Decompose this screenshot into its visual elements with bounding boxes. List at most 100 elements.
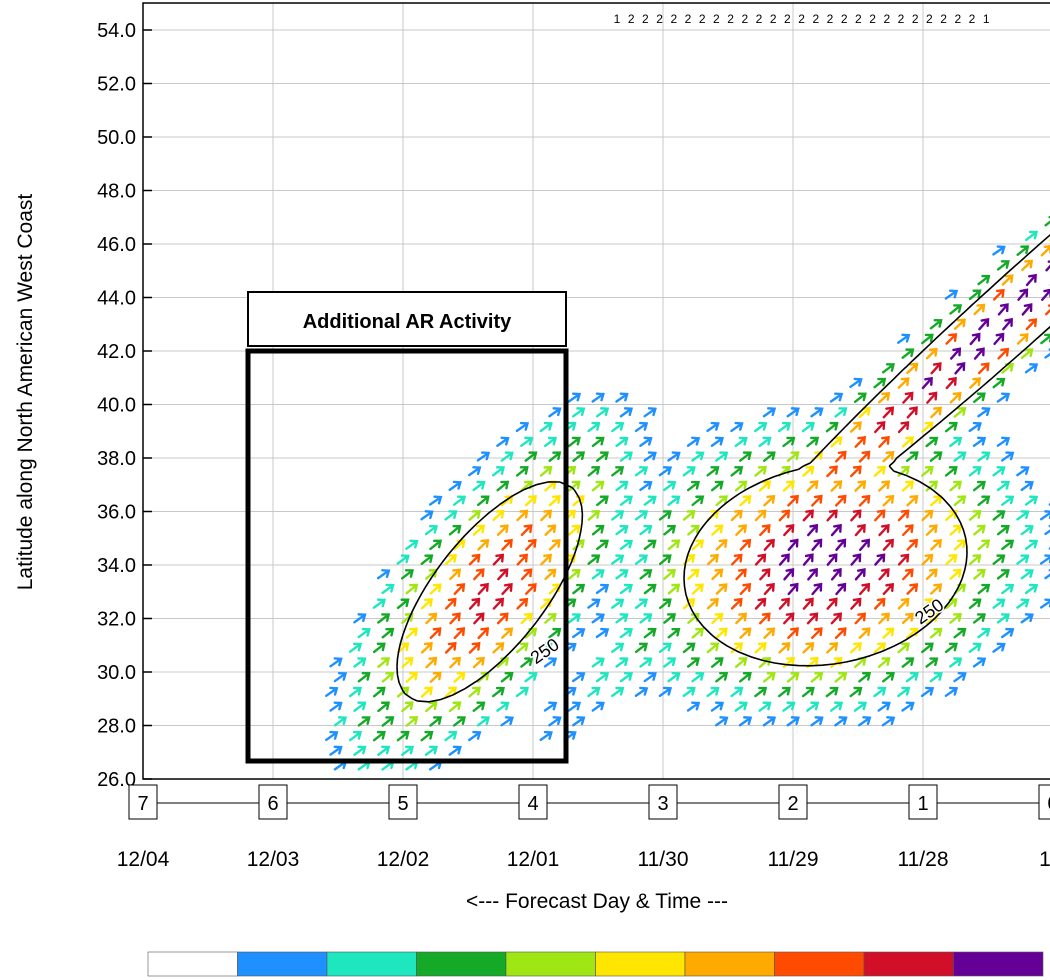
ivt-arrow	[782, 480, 795, 492]
ivt-arrow-glyph	[953, 671, 967, 683]
ivt-arrow	[882, 406, 895, 419]
ivt-arrow-glyph	[929, 495, 943, 507]
forecast-day-label: 1	[917, 793, 928, 815]
colorbar-segment	[505, 951, 596, 977]
ivt-arrow	[810, 671, 824, 683]
ivt-arrow	[710, 436, 725, 447]
ivt-arrow-glyph	[977, 362, 990, 375]
ivt-arrow	[930, 362, 942, 375]
ivt-arrow	[468, 597, 481, 610]
ivt-arrow-glyph	[782, 436, 796, 448]
ivt-arrow	[348, 642, 363, 653]
top-count-label: 2	[727, 12, 734, 26]
ivt-arrow-glyph	[1024, 363, 1039, 374]
ivt-arrow-glyph	[715, 672, 729, 683]
ivt-arrow	[473, 568, 485, 581]
ivt-arrow	[973, 392, 986, 404]
ivt-arrow	[492, 509, 505, 522]
ivt-arrow-glyph	[1021, 259, 1034, 272]
ivt-arrow	[587, 421, 601, 433]
ivt-arrow	[735, 568, 747, 581]
ivt-arrow-glyph	[759, 568, 771, 581]
ivt-arrow-glyph	[968, 289, 982, 301]
ivt-arrow-glyph	[834, 450, 847, 463]
ivt-arrow-glyph	[926, 391, 938, 404]
ivt-arrow	[1024, 363, 1039, 374]
ivt-arrow	[405, 716, 419, 727]
ivt-arrow-glyph	[882, 582, 895, 596]
forecast-day-box	[908, 784, 938, 820]
ivt-arrow-glyph	[873, 377, 887, 389]
ivt-arrow	[968, 642, 982, 653]
ivt-arrow-glyph	[539, 465, 553, 477]
ivt-arrow-glyph	[881, 363, 895, 374]
ivt-arrow-glyph	[377, 745, 391, 757]
ivt-arrow	[850, 553, 862, 566]
ivt-arrow-glyph	[977, 451, 991, 462]
ivt-arrow-glyph	[643, 451, 657, 462]
ivt-arrow	[1024, 230, 1039, 242]
ivt-arrow-glyph	[878, 480, 891, 492]
ivt-arrow-glyph	[1000, 451, 1015, 462]
ivt-arrow-glyph	[997, 347, 1010, 360]
ivt-arrow	[735, 612, 748, 625]
ivt-arrow	[492, 553, 505, 566]
ivt-arrow	[874, 597, 886, 610]
ivt-arrow	[691, 495, 705, 507]
ivt-arrow-glyph	[786, 716, 800, 727]
ivt-arrow	[878, 612, 890, 625]
ivt-arrow-glyph	[444, 641, 457, 654]
ivt-arrow-glyph	[473, 568, 485, 581]
ivt-arrow-glyph	[611, 598, 625, 609]
ivt-arrow	[754, 421, 768, 433]
ivt-arrow	[448, 480, 462, 492]
ivt-arrow-glyph	[1024, 583, 1039, 595]
ivt-arrow	[806, 612, 819, 625]
ivt-arrow-glyph	[859, 538, 871, 551]
ivt-arrow	[643, 451, 657, 462]
ivt-arrow-glyph	[1024, 495, 1039, 506]
ivt-arrow	[658, 686, 673, 698]
ivt-arrow-glyph	[468, 553, 481, 566]
ivt-arrow-glyph	[1001, 274, 1014, 286]
ivt-arrow	[849, 686, 863, 698]
ivt-arrow	[830, 480, 843, 492]
ivt-arrow-glyph	[972, 436, 987, 447]
ivt-arrow	[468, 553, 481, 566]
ivt-arrow	[850, 509, 862, 522]
ivt-arrow	[1044, 569, 1050, 580]
ivt-arrow-glyph	[977, 495, 991, 507]
ivt-arrow	[420, 642, 433, 654]
ivt-arrow-glyph	[734, 701, 748, 712]
ivt-arrow-glyph	[968, 642, 982, 653]
ivt-arrow-glyph	[453, 583, 466, 595]
ivt-arrow-glyph	[849, 377, 863, 389]
ivt-arrow	[782, 436, 796, 448]
ivt-arrow-glyph	[782, 701, 796, 712]
ivt-arrow	[372, 642, 386, 654]
ivt-arrow-glyph	[735, 524, 748, 536]
ivt-arrow	[353, 657, 367, 668]
ivt-arrow	[858, 450, 871, 463]
ivt-arrow-glyph	[524, 495, 538, 507]
ivt-arrow	[925, 524, 938, 536]
ivt-arrow	[715, 627, 728, 639]
ivt-arrow	[429, 671, 442, 683]
ivt-arrow	[377, 613, 391, 624]
ivt-arrow	[829, 701, 844, 712]
ivt-arrow-glyph	[1020, 613, 1034, 624]
top-count-label: 2	[770, 12, 777, 26]
top-count-label: 2	[642, 12, 649, 26]
ivt-arrow-glyph	[353, 745, 367, 756]
ivt-arrow	[405, 539, 419, 550]
ivt-arrow	[615, 480, 629, 492]
top-count-label: 2	[841, 12, 848, 26]
ivt-arrow	[905, 451, 919, 462]
ivt-arrow-glyph	[782, 480, 795, 492]
ivt-arrow-glyph	[405, 583, 419, 595]
ivt-arrow	[953, 495, 967, 507]
ivt-arrow	[372, 730, 386, 742]
ivt-arrow-glyph	[571, 716, 586, 727]
ivt-arrow-glyph	[1017, 288, 1029, 301]
date-tick-label: 12/03	[247, 848, 300, 871]
